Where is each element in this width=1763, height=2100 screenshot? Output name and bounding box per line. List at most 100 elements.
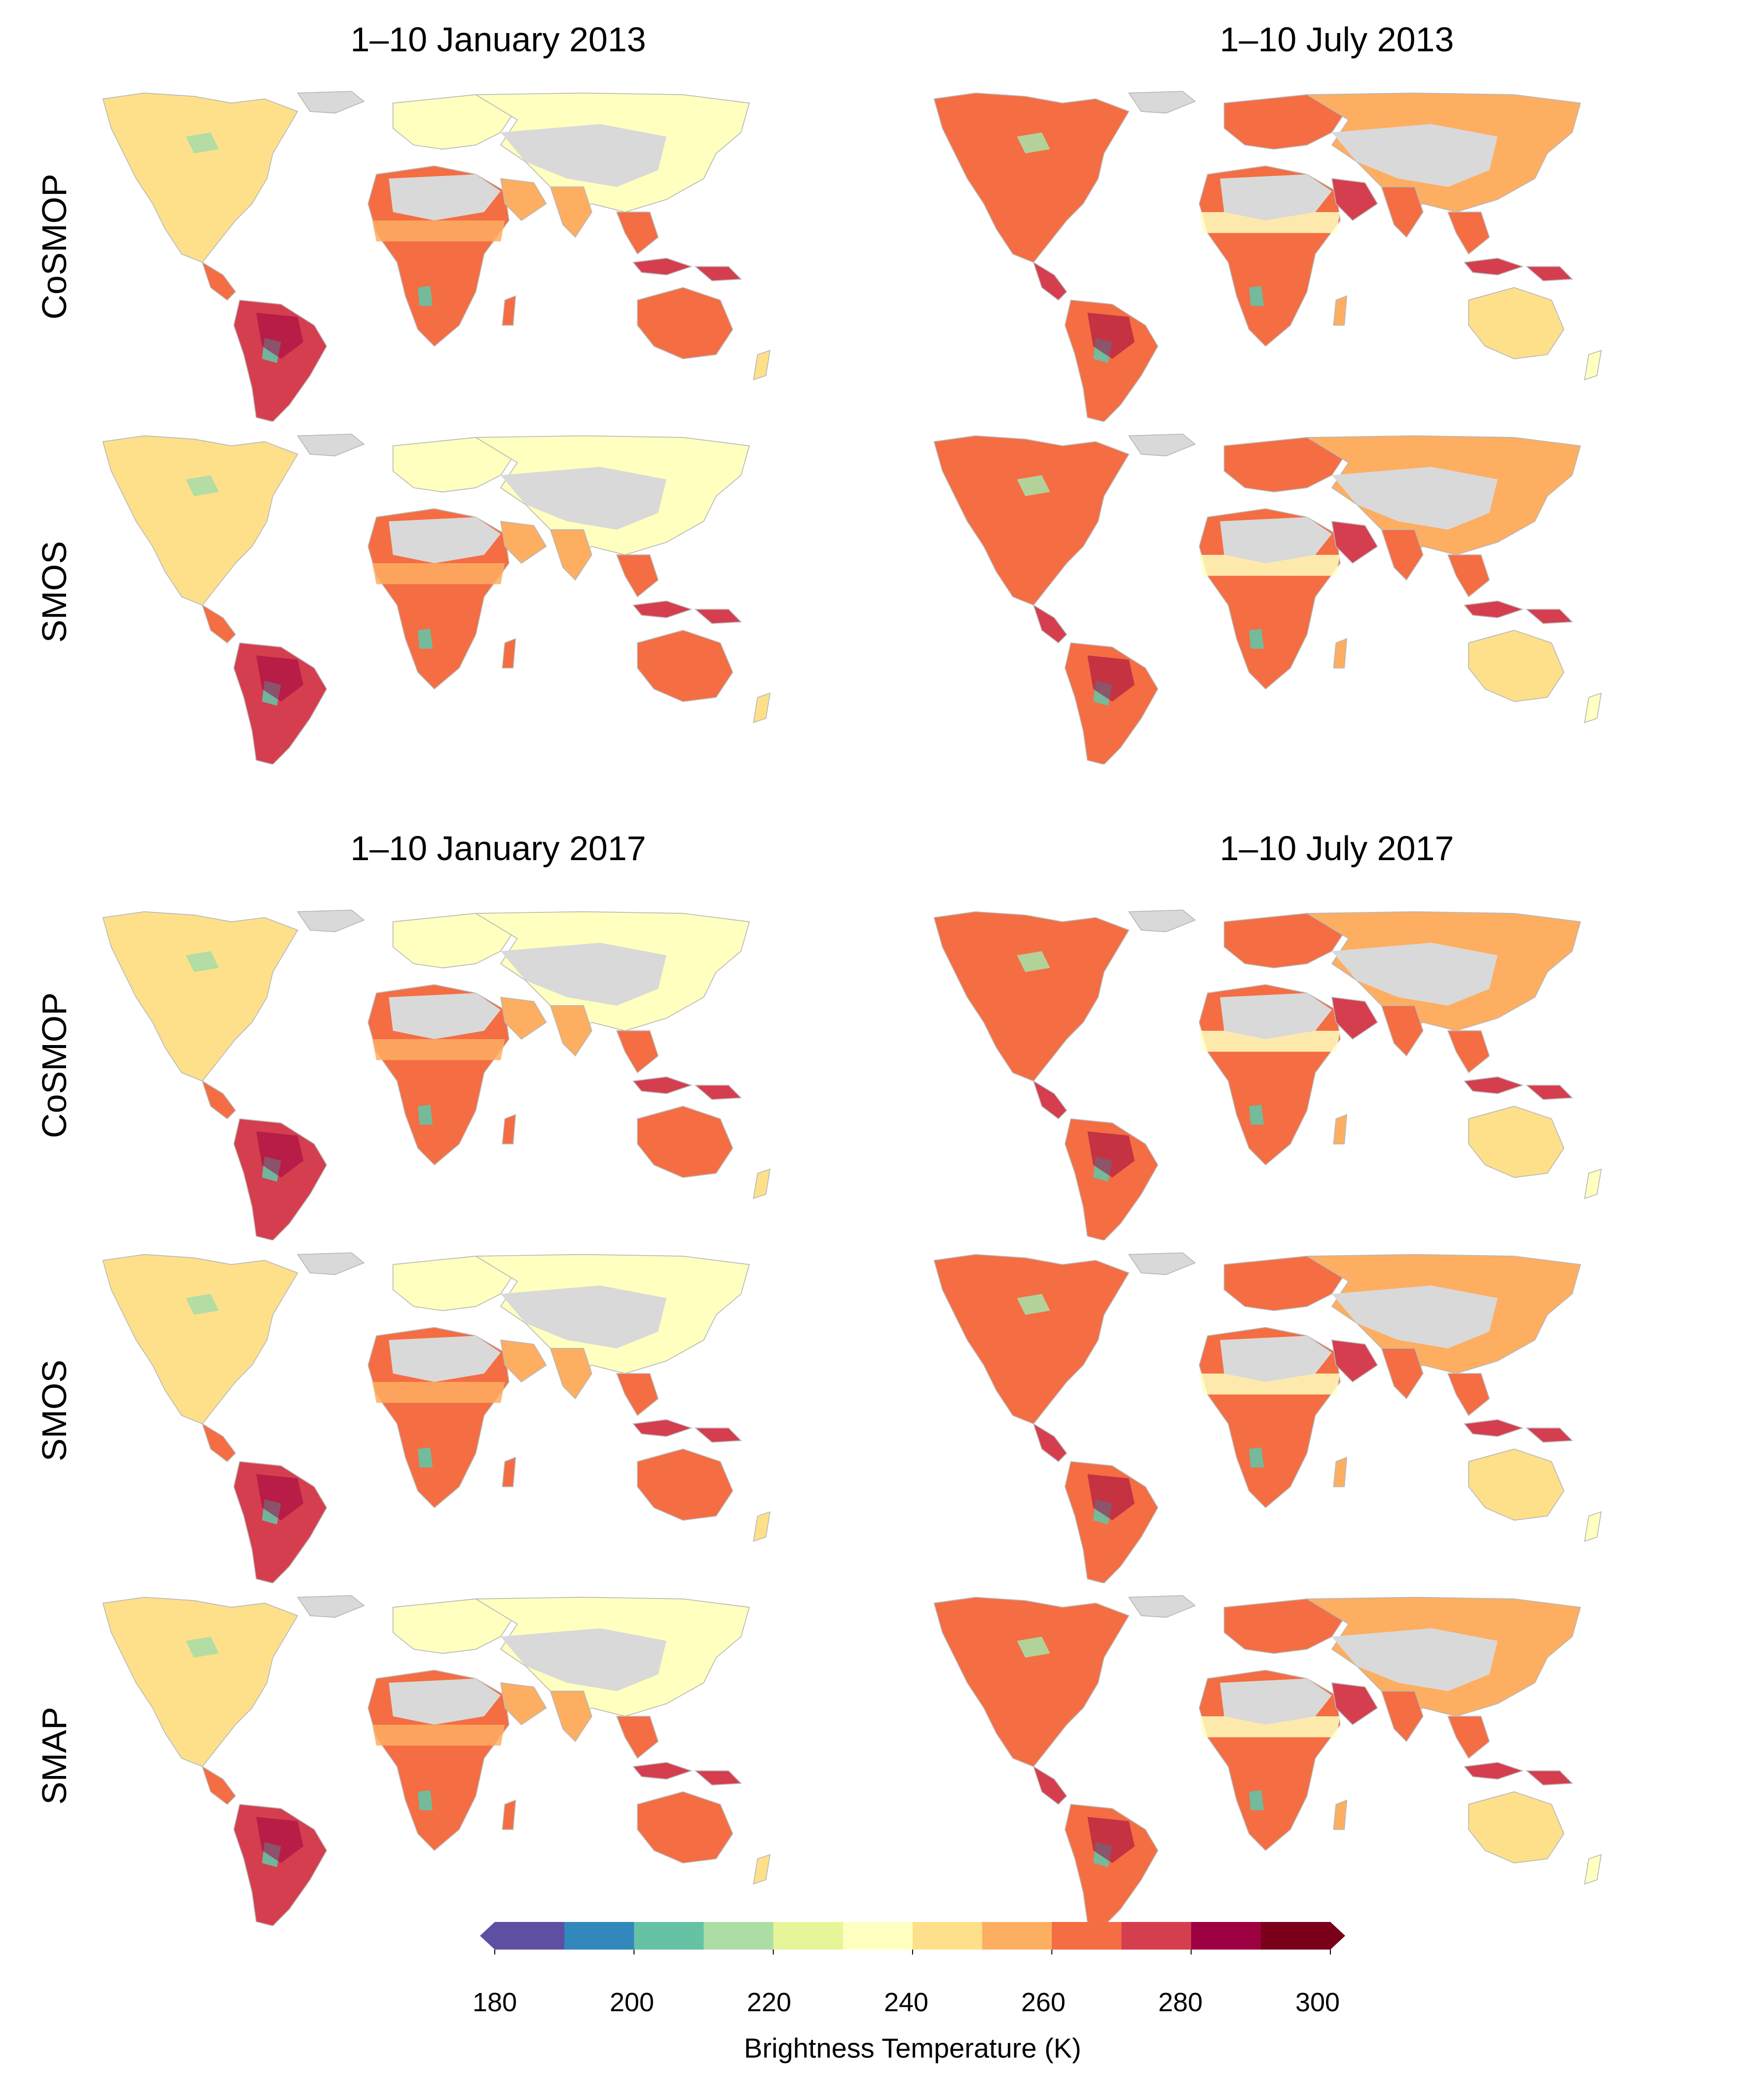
land-indonesia — [1464, 1762, 1524, 1780]
land-newZealand — [753, 1511, 771, 1542]
cold-patch — [1249, 1447, 1264, 1468]
land-sahel-band — [1199, 1031, 1340, 1052]
no-data-greenlandND — [1137, 93, 1190, 110]
cold-patch — [418, 286, 433, 306]
land-centralAmerica — [1032, 261, 1067, 301]
land-centralAmerica — [201, 1423, 236, 1462]
no-data-sahara — [1220, 174, 1332, 220]
column-title-jan-2013: 1–10 January 2013 — [350, 20, 646, 59]
land-southAmerica — [233, 299, 328, 422]
world-map — [933, 1252, 1602, 1583]
land-india — [550, 1691, 592, 1742]
colorbar-tick-200: 200 — [609, 1988, 655, 2017]
land-australia — [1468, 630, 1565, 702]
no-data-sahara — [1220, 993, 1332, 1039]
no-data-greenlandND — [306, 911, 359, 929]
land-centralAmerica — [1032, 1766, 1067, 1805]
cold-patch — [185, 132, 219, 153]
land-indonesia — [1464, 600, 1524, 618]
land-madagascar — [502, 1114, 516, 1145]
land-indonesia — [632, 1762, 693, 1780]
colorbar-title: Brightness Temperature (K) — [744, 2032, 1081, 2064]
hot-patch-amazon — [256, 655, 304, 702]
land-madagascar — [502, 1799, 516, 1830]
land-newZealand — [1584, 692, 1602, 724]
land-sahel-band — [372, 1382, 505, 1403]
land-indonesia — [632, 1419, 693, 1437]
land-madagascar — [1333, 638, 1348, 669]
land-arabia — [1331, 521, 1378, 564]
land-southAmerica — [233, 1118, 328, 1240]
land-newGuinea — [1525, 1427, 1574, 1443]
map-panel-smap-jan-2017 — [86, 1591, 915, 1926]
land-newGuinea — [1525, 266, 1574, 282]
land-northAmerica — [933, 1254, 1130, 1425]
land-newGuinea — [1525, 1085, 1574, 1100]
land-centralAmerica — [201, 1766, 236, 1805]
land-madagascar — [1333, 295, 1348, 326]
land-northAmerica — [933, 435, 1130, 606]
map-panel-cosmop-jan-2013 — [86, 86, 915, 422]
land-india — [550, 186, 592, 238]
land-arabia — [1331, 1340, 1378, 1383]
hot-patch-amazon — [1087, 313, 1135, 359]
land-arabia — [1331, 997, 1378, 1040]
land-newGuinea — [694, 1085, 742, 1100]
no-data-greenlandND — [306, 93, 359, 110]
cold-patch — [1017, 1294, 1050, 1315]
land-sahel-band — [1199, 555, 1340, 576]
land-australia — [1468, 1791, 1565, 1864]
colorbar-over-arrow — [1330, 1922, 1345, 1950]
land-sahel-band — [372, 563, 505, 584]
colorbar-bin-10 — [1191, 1922, 1261, 1950]
no-data-greenlandND — [1137, 1254, 1190, 1271]
map-panel-cosmop-jan-2017 — [86, 905, 915, 1240]
no-data-greenlandND — [306, 1597, 359, 1614]
hot-patch-amazon — [256, 1131, 304, 1178]
cold-patch — [1017, 951, 1050, 972]
land-australia — [637, 1791, 734, 1864]
map-panel-smos-jan-2013 — [86, 429, 915, 764]
land-madagascar — [1333, 1114, 1348, 1145]
no-data-centralAsia — [501, 467, 666, 530]
land-newZealand — [753, 350, 771, 381]
colorbar-under-arrow — [480, 1922, 495, 1950]
land-seAsia — [1447, 1716, 1490, 1759]
colorbar-graphic — [480, 1922, 1345, 1955]
no-data-centralAsia — [501, 1628, 666, 1691]
cold-patch — [1249, 1790, 1264, 1810]
land-indonesia — [1464, 1076, 1524, 1094]
cold-patch — [418, 1447, 433, 1468]
land-arabia — [500, 521, 547, 564]
no-data-sahara — [389, 1678, 501, 1725]
land-seAsia — [1447, 554, 1490, 598]
land-australia — [637, 1106, 734, 1178]
cold-patch — [185, 475, 219, 496]
land-northAmerica — [933, 1596, 1130, 1768]
no-data-sahara — [389, 174, 501, 220]
land-madagascar — [502, 295, 516, 326]
land-centralAmerica — [201, 261, 236, 301]
land-newGuinea — [1525, 1770, 1574, 1786]
land-newZealand — [1584, 1168, 1602, 1199]
land-indonesia — [632, 1076, 693, 1094]
land-madagascar — [502, 638, 516, 669]
land-seAsia — [616, 554, 659, 598]
land-australia — [1468, 287, 1565, 360]
land-newZealand — [753, 692, 771, 724]
land-northAmerica — [102, 92, 298, 263]
land-sahel-band — [372, 1039, 505, 1060]
column-title-jan-2017: 1–10 January 2017 — [350, 829, 646, 868]
cold-patch — [185, 1636, 219, 1658]
no-data-centralAsia — [1332, 124, 1498, 187]
no-data-greenlandND — [306, 1254, 359, 1271]
land-indonesia — [1464, 1419, 1524, 1437]
land-indonesia — [632, 600, 693, 618]
land-newGuinea — [694, 1770, 742, 1786]
land-india — [1381, 1691, 1424, 1742]
no-data-sahara — [1220, 517, 1332, 563]
cold-patch — [1249, 1104, 1264, 1125]
world-map — [102, 1595, 771, 1926]
land-australia — [1468, 1448, 1565, 1521]
cold-patch — [418, 1790, 433, 1810]
